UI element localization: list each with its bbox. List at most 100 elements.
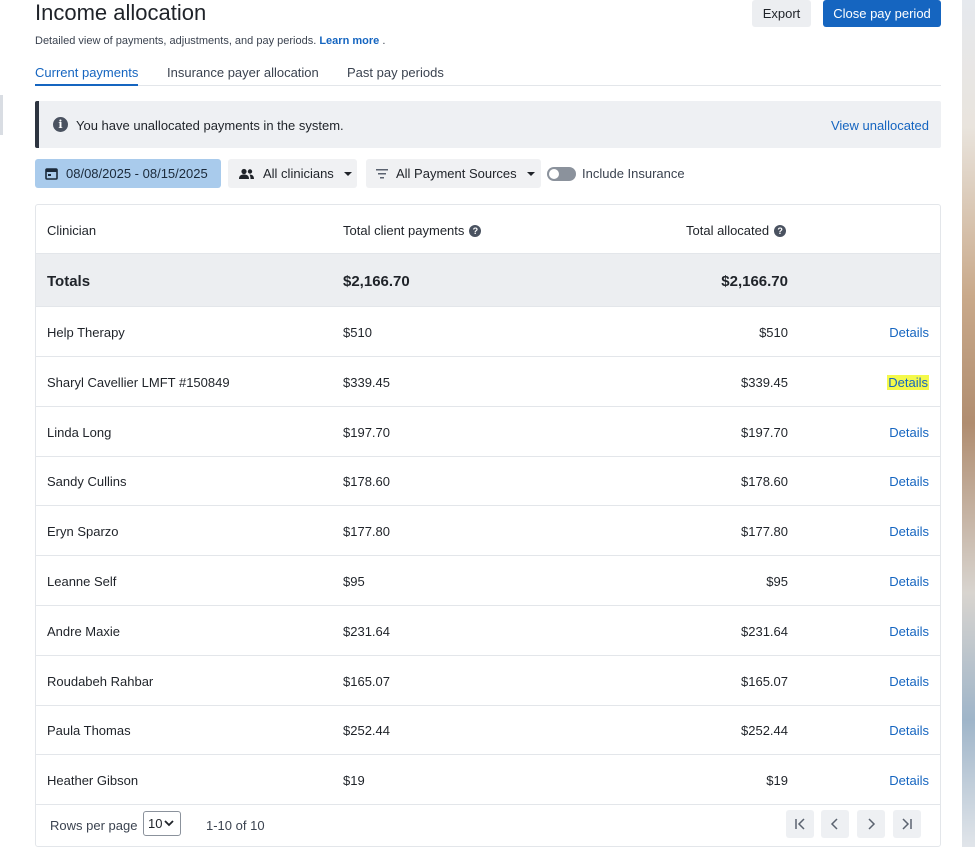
allocated-value: $252.44: [741, 723, 788, 739]
background-edge-left: [0, 95, 3, 135]
table-row: Sharyl Cavellier LMFT #150849 $339.45 $339…: [36, 357, 940, 407]
client-payments-value: $165.07: [343, 673, 390, 689]
subtitle-end: .: [382, 35, 386, 47]
close-pay-period-button[interactable]: Close pay period: [823, 0, 941, 27]
tab-current-payments[interactable]: Current payments: [35, 65, 139, 80]
first-page-button[interactable]: [786, 810, 814, 838]
details-link[interactable]: Details: [889, 424, 929, 440]
payment-sources-label: All Payment Sources: [396, 166, 517, 181]
pagination-bar: Rows per page 10 1-10 of 10: [36, 805, 940, 845]
column-header-allocated-label: Total allocated: [686, 223, 770, 238]
clinician-name: Eryn Sparzo: [47, 524, 119, 540]
toggle-knob: [549, 169, 559, 179]
allocated-value: $95: [766, 574, 788, 589]
allocated-value: $510: [759, 325, 788, 340]
subtitle-text: Detailed view of payments, adjustments, …: [35, 35, 317, 47]
details-link[interactable]: Details: [889, 723, 929, 739]
pagination-range: 1-10 of 10: [206, 818, 265, 833]
clinician-name: Linda Long: [47, 424, 112, 440]
table-row: Heather Gibson $19 $19 Details: [36, 755, 940, 806]
details-link[interactable]: Details: [889, 474, 929, 490]
totals-allocated: $2,166.70: [721, 273, 788, 290]
rows-per-page-label: Rows per page: [50, 818, 138, 833]
include-insurance-toggle[interactable]: [547, 167, 576, 181]
client-payments-value: $339.45: [343, 374, 390, 390]
details-link[interactable]: Details: [889, 325, 929, 340]
allocated-value: $339.45: [741, 374, 788, 390]
export-button[interactable]: Export: [752, 0, 811, 27]
allocated-value: $197.70: [741, 424, 788, 440]
tab-past-pay-periods[interactable]: Past pay periods: [347, 65, 444, 80]
details-link[interactable]: Details: [887, 374, 929, 390]
next-page-button[interactable]: [857, 810, 885, 838]
details-link[interactable]: Details: [889, 524, 929, 540]
client-payments-value: $177.80: [343, 524, 390, 540]
clinician-name: Andre Maxie: [47, 623, 120, 639]
chevron-down-icon: [526, 171, 535, 176]
client-payments-value: $19: [343, 773, 365, 789]
background-edge: [962, 0, 975, 847]
totals-client-payments: $2,166.70: [343, 273, 410, 290]
unallocated-alert: i You have unallocated payments in the s…: [35, 101, 941, 148]
include-insurance-label: Include Insurance: [582, 166, 685, 181]
table-row: Sandy Cullins $178.60 $178.60 Details: [36, 456, 940, 507]
clinician-name: Sharyl Cavellier LMFT #150849: [47, 374, 230, 390]
clinician-name: Help Therapy: [47, 325, 125, 340]
details-link[interactable]: Details: [889, 773, 929, 789]
totals-label: Totals: [47, 273, 91, 290]
alert-message: You have unallocated payments in the sys…: [76, 118, 344, 133]
details-link[interactable]: Details: [889, 673, 929, 689]
help-icon[interactable]: ?: [469, 224, 482, 237]
column-header-clinician: Clinician: [47, 223, 96, 238]
table-row: Linda Long $197.70 $197.70 Details: [36, 407, 940, 457]
client-payments-value: $178.60: [343, 474, 390, 490]
active-tab-indicator: [35, 84, 138, 86]
clinician-name: Sandy Cullins: [47, 474, 127, 490]
client-payments-value: $231.64: [343, 623, 390, 639]
clinician-name: Leanne Self: [47, 574, 117, 589]
last-page-button[interactable]: [893, 810, 921, 838]
chevron-down-icon: [164, 820, 175, 827]
clinician-name: Heather Gibson: [47, 773, 139, 789]
info-icon: i: [53, 117, 68, 132]
chevron-down-icon: [343, 171, 352, 176]
clinicians-filter[interactable]: All clinicians: [228, 159, 357, 188]
table-row: Roudabeh Rahbar $165.07 $165.07 Details: [36, 656, 940, 706]
client-payments-value: $252.44: [343, 723, 390, 739]
clinician-table: Clinician Total client payments ? Total …: [35, 204, 941, 847]
filter-bar: 08/08/2025 - 08/15/2025 All clinicians A…: [35, 159, 941, 189]
people-icon: [239, 168, 254, 179]
column-header-allocated: Total allocated ?: [686, 223, 787, 238]
details-link[interactable]: Details: [889, 574, 929, 589]
table-row: Eryn Sparzo $177.80 $177.80 Details: [36, 506, 940, 557]
help-icon[interactable]: ?: [774, 224, 787, 237]
rows-per-page-value: 10: [148, 816, 163, 831]
table-row: Paula Thomas $252.44 $252.44 Details: [36, 705, 940, 756]
table-row: Andre Maxie $231.64 $231.64 Details: [36, 606, 940, 656]
previous-page-button[interactable]: [821, 810, 849, 838]
page-title: Income allocation: [35, 0, 207, 25]
tab-bar: Current payments Insurance payer allocat…: [35, 62, 941, 86]
details-link[interactable]: Details: [889, 623, 929, 639]
learn-more-link[interactable]: Learn more: [319, 35, 380, 47]
client-payments-value: $510: [343, 325, 372, 340]
rows-per-page-select[interactable]: 10: [143, 811, 181, 836]
table-header: Clinician Total client payments ? Total …: [36, 205, 940, 254]
allocated-value: $178.60: [741, 474, 788, 490]
column-header-client-payments-label: Total client payments: [343, 223, 465, 238]
date-range-picker[interactable]: 08/08/2025 - 08/15/2025: [35, 159, 221, 188]
payment-sources-filter[interactable]: All Payment Sources: [366, 159, 541, 188]
calendar-icon: [45, 168, 58, 180]
view-unallocated-link[interactable]: View unallocated: [830, 118, 929, 133]
clinician-name: Roudabeh Rahbar: [47, 673, 154, 689]
clinician-name: Paula Thomas: [47, 723, 131, 739]
date-range-value: 08/08/2025 - 08/15/2025: [66, 166, 208, 181]
tab-insurance-payer-allocation[interactable]: Insurance payer allocation: [167, 65, 319, 80]
first-page-icon: [795, 818, 805, 830]
client-payments-value: $95: [343, 574, 365, 589]
allocated-value: $19: [766, 773, 788, 789]
chevron-left-icon: [830, 818, 838, 830]
table-row: Leanne Self $95 $95 Details: [36, 556, 940, 606]
column-header-clinician-label: Clinician: [47, 223, 97, 238]
page-subtitle: Detailed view of payments, adjustments, …: [35, 34, 385, 48]
